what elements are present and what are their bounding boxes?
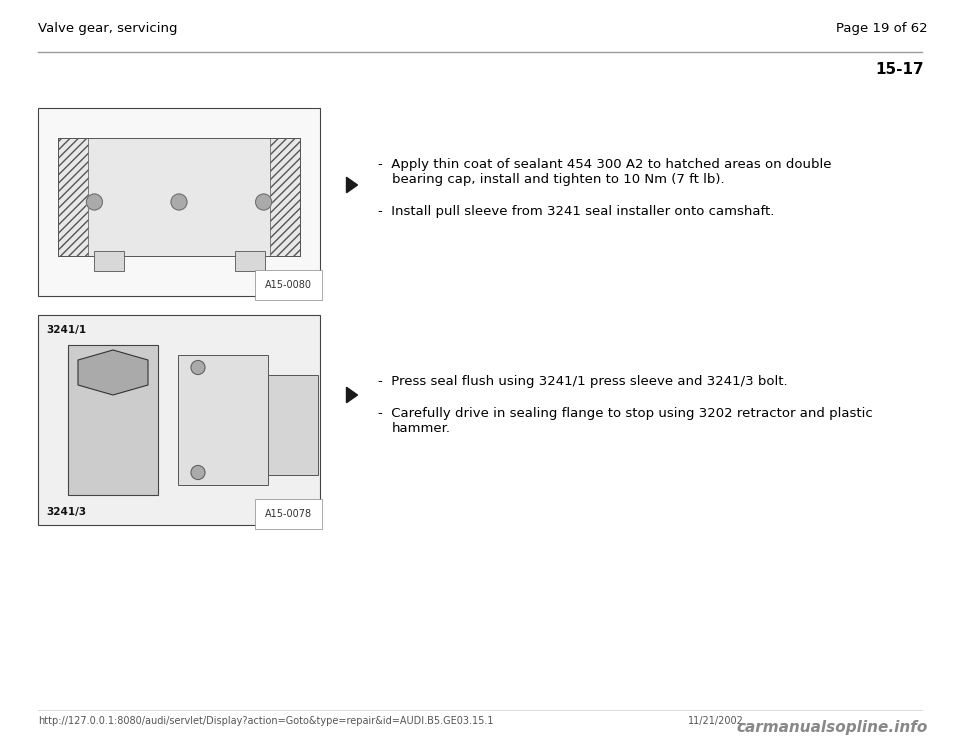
Text: hammer.: hammer. <box>392 422 451 435</box>
Text: Page 19 of 62: Page 19 of 62 <box>836 22 928 35</box>
Bar <box>270 138 300 256</box>
Bar <box>58 138 88 256</box>
Bar <box>93 251 124 271</box>
Text: 3241/1: 3241/1 <box>46 325 86 335</box>
Text: A15-0078: A15-0078 <box>265 509 312 519</box>
Bar <box>58 138 300 256</box>
Circle shape <box>171 194 187 210</box>
Bar <box>178 355 268 485</box>
Text: bearing cap, install and tighten to 10 Nm (7 ft lb).: bearing cap, install and tighten to 10 N… <box>392 173 725 186</box>
Text: 3241/3: 3241/3 <box>46 507 86 517</box>
Polygon shape <box>347 177 357 193</box>
Text: carmanualsopline.info: carmanualsopline.info <box>736 720 928 735</box>
Bar <box>38 315 320 525</box>
Text: A15-0080: A15-0080 <box>265 280 312 290</box>
Polygon shape <box>78 350 148 395</box>
Circle shape <box>191 361 205 375</box>
Text: 11/21/2002: 11/21/2002 <box>688 716 744 726</box>
Polygon shape <box>347 387 357 403</box>
Text: -  Apply thin coat of sealant 454 300 A2 to hatched areas on double: - Apply thin coat of sealant 454 300 A2 … <box>378 158 831 171</box>
Text: Valve gear, servicing: Valve gear, servicing <box>38 22 178 35</box>
Text: 15-17: 15-17 <box>876 62 924 77</box>
Circle shape <box>255 194 272 210</box>
Bar <box>268 375 318 475</box>
Circle shape <box>86 194 103 210</box>
Circle shape <box>191 465 205 479</box>
Text: -  Install pull sleeve from 3241 seal installer onto camshaft.: - Install pull sleeve from 3241 seal ins… <box>378 205 775 218</box>
Bar <box>38 108 320 296</box>
Text: -  Press seal flush using 3241/1 press sleeve and 3241/3 bolt.: - Press seal flush using 3241/1 press sl… <box>378 375 787 388</box>
Bar <box>68 345 158 495</box>
Text: http://127.0.0.1:8080/audi/servlet/Display?action=Goto&type=repair&id=AUDI.B5.GE: http://127.0.0.1:8080/audi/servlet/Displ… <box>38 716 493 726</box>
Bar <box>234 251 265 271</box>
Text: -  Carefully drive in sealing flange to stop using 3202 retractor and plastic: - Carefully drive in sealing flange to s… <box>378 407 873 420</box>
